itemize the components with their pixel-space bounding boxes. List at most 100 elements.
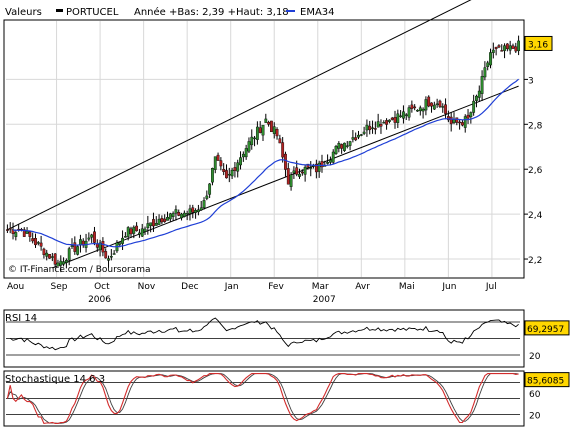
candle-body <box>407 107 411 118</box>
candle-body <box>205 195 209 199</box>
month-label: Mar <box>312 282 329 292</box>
candle-body <box>438 100 442 107</box>
candle-body <box>503 45 506 51</box>
candle-body <box>517 40 520 52</box>
candle-body <box>191 207 195 213</box>
rsi-tick-label: 20 <box>529 352 541 362</box>
last-price-badge <box>524 35 553 51</box>
candle-body <box>382 122 386 124</box>
ticker-legend-swatch <box>56 9 63 12</box>
candle-body <box>152 219 155 227</box>
rsi-last-value-badge <box>524 320 570 336</box>
month-label: Fev <box>268 282 284 292</box>
candle-body <box>317 162 321 172</box>
valeurs-label: Valeurs <box>5 7 42 18</box>
candle-body <box>514 46 518 52</box>
ema-legend-swatch <box>286 10 295 12</box>
candle-body <box>404 114 408 116</box>
candle-body <box>427 96 431 107</box>
month-label: Oct <box>94 282 110 292</box>
year-label: 2006 <box>88 295 111 305</box>
candle-body <box>463 116 467 128</box>
candle-body <box>233 167 237 171</box>
candle-body <box>477 90 481 98</box>
candle-body <box>331 151 335 163</box>
candle-body <box>129 228 133 235</box>
candle-body <box>385 120 388 125</box>
candle-body <box>475 95 478 101</box>
candle-body <box>286 168 290 185</box>
candle-body <box>469 112 473 118</box>
candle-body <box>396 113 400 123</box>
candle-body <box>418 107 422 112</box>
candle-body <box>494 46 498 49</box>
candle-body <box>421 108 425 112</box>
candle-body <box>93 231 96 243</box>
candle-body <box>216 154 220 161</box>
candle-body <box>357 134 360 138</box>
candle-body <box>461 122 464 126</box>
candle-body <box>253 137 256 140</box>
candle-body <box>416 109 419 112</box>
candle-body <box>497 45 501 48</box>
candle-body <box>368 125 372 131</box>
candle-body <box>264 118 268 123</box>
copyright-watermark: © IT-Finance.com / Boursorama <box>8 265 150 275</box>
candle-body <box>410 104 414 109</box>
candle-body <box>486 62 490 68</box>
candle-body <box>31 238 35 242</box>
candle-body <box>22 229 26 237</box>
candle-body <box>222 169 226 172</box>
candle-body <box>373 128 377 130</box>
candle-body <box>351 137 355 140</box>
price-axis: 2,2 2,4 2,6 2,8 3 3,16 <box>524 35 553 266</box>
price-tick-label: 2,6 <box>528 166 543 176</box>
candle-body <box>112 253 116 255</box>
trend-channel <box>7 0 519 269</box>
stochastic-title: Stochastique 14 6 3 <box>5 374 105 385</box>
candle-body <box>483 67 487 78</box>
candle-body <box>255 126 259 140</box>
candle-body <box>289 174 293 187</box>
candle-body <box>185 213 189 215</box>
candle-body <box>345 145 349 147</box>
month-label: Jan <box>224 282 239 292</box>
candle-body <box>67 248 71 261</box>
stochastic-axis: 60 20 85,6085 <box>524 372 570 421</box>
candle-body <box>227 173 231 176</box>
candle-body <box>441 106 445 108</box>
candle-body <box>371 127 374 129</box>
candle-body <box>107 258 110 261</box>
rsi-series-line <box>9 317 519 351</box>
candle-body <box>292 170 296 174</box>
stochastic-last-value-badge <box>524 372 570 388</box>
candle-body <box>219 160 223 167</box>
candle-body <box>320 161 324 168</box>
price-tick-label: 2,4 <box>528 211 543 221</box>
candle-body <box>489 52 492 66</box>
stochastic-reference-lines <box>6 382 520 415</box>
candle-body <box>42 248 46 255</box>
candle-body <box>359 134 363 136</box>
last-price-label: 3,16 <box>528 40 548 50</box>
candle-body <box>295 167 299 175</box>
candle-body <box>171 213 175 217</box>
candle-body <box>138 232 141 235</box>
candle-body <box>306 163 310 168</box>
candle-body <box>70 245 74 247</box>
candle-body <box>126 227 130 237</box>
candle-body <box>196 209 200 213</box>
candle-body <box>239 157 242 166</box>
ticker-label: PORTUCEL <box>66 7 119 18</box>
candle-body <box>14 232 18 237</box>
candle-body <box>166 217 169 221</box>
candle-body <box>466 114 470 119</box>
candle-body <box>261 124 265 136</box>
rsi-line <box>9 317 519 351</box>
channel-lower-line <box>52 85 519 269</box>
candle-body <box>62 261 65 265</box>
candle-body <box>424 99 428 111</box>
candle-body <box>334 146 338 154</box>
